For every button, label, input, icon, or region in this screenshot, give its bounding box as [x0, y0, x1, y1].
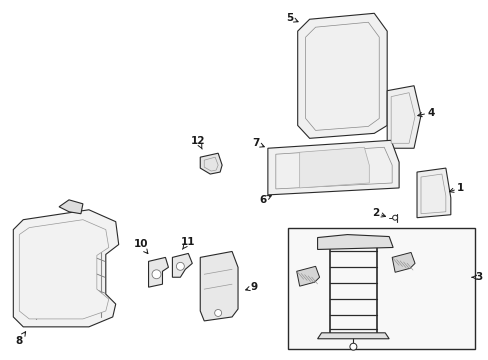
- Text: 11: 11: [181, 237, 195, 249]
- Polygon shape: [390, 93, 414, 143]
- Polygon shape: [386, 86, 420, 148]
- Text: 4: 4: [417, 108, 434, 117]
- Text: 2: 2: [371, 208, 385, 218]
- Polygon shape: [148, 257, 168, 287]
- Polygon shape: [317, 235, 392, 249]
- Polygon shape: [204, 157, 218, 171]
- Text: 10: 10: [133, 239, 147, 253]
- Polygon shape: [416, 168, 450, 218]
- Polygon shape: [420, 174, 445, 214]
- Polygon shape: [59, 200, 83, 214]
- Text: 5: 5: [285, 13, 298, 23]
- Polygon shape: [305, 22, 379, 130]
- Text: 1: 1: [448, 183, 464, 193]
- Polygon shape: [267, 140, 398, 195]
- Polygon shape: [172, 253, 192, 277]
- Circle shape: [152, 270, 161, 279]
- Polygon shape: [19, 220, 108, 319]
- Polygon shape: [391, 252, 414, 272]
- Text: 9: 9: [245, 282, 257, 292]
- Polygon shape: [275, 147, 391, 189]
- Bar: [287, 228, 474, 349]
- Circle shape: [176, 262, 184, 270]
- Polygon shape: [296, 266, 319, 286]
- Text: 7: 7: [252, 138, 264, 148]
- Circle shape: [214, 310, 221, 316]
- Circle shape: [392, 215, 397, 220]
- Circle shape: [349, 343, 356, 350]
- Polygon shape: [200, 251, 238, 321]
- Polygon shape: [317, 333, 388, 339]
- Polygon shape: [299, 147, 368, 188]
- Polygon shape: [13, 210, 119, 327]
- Polygon shape: [297, 13, 386, 138]
- Text: 3: 3: [471, 272, 481, 282]
- Text: 12: 12: [191, 136, 205, 149]
- Polygon shape: [200, 153, 222, 174]
- Text: 8: 8: [16, 332, 25, 346]
- Text: 6: 6: [259, 195, 271, 205]
